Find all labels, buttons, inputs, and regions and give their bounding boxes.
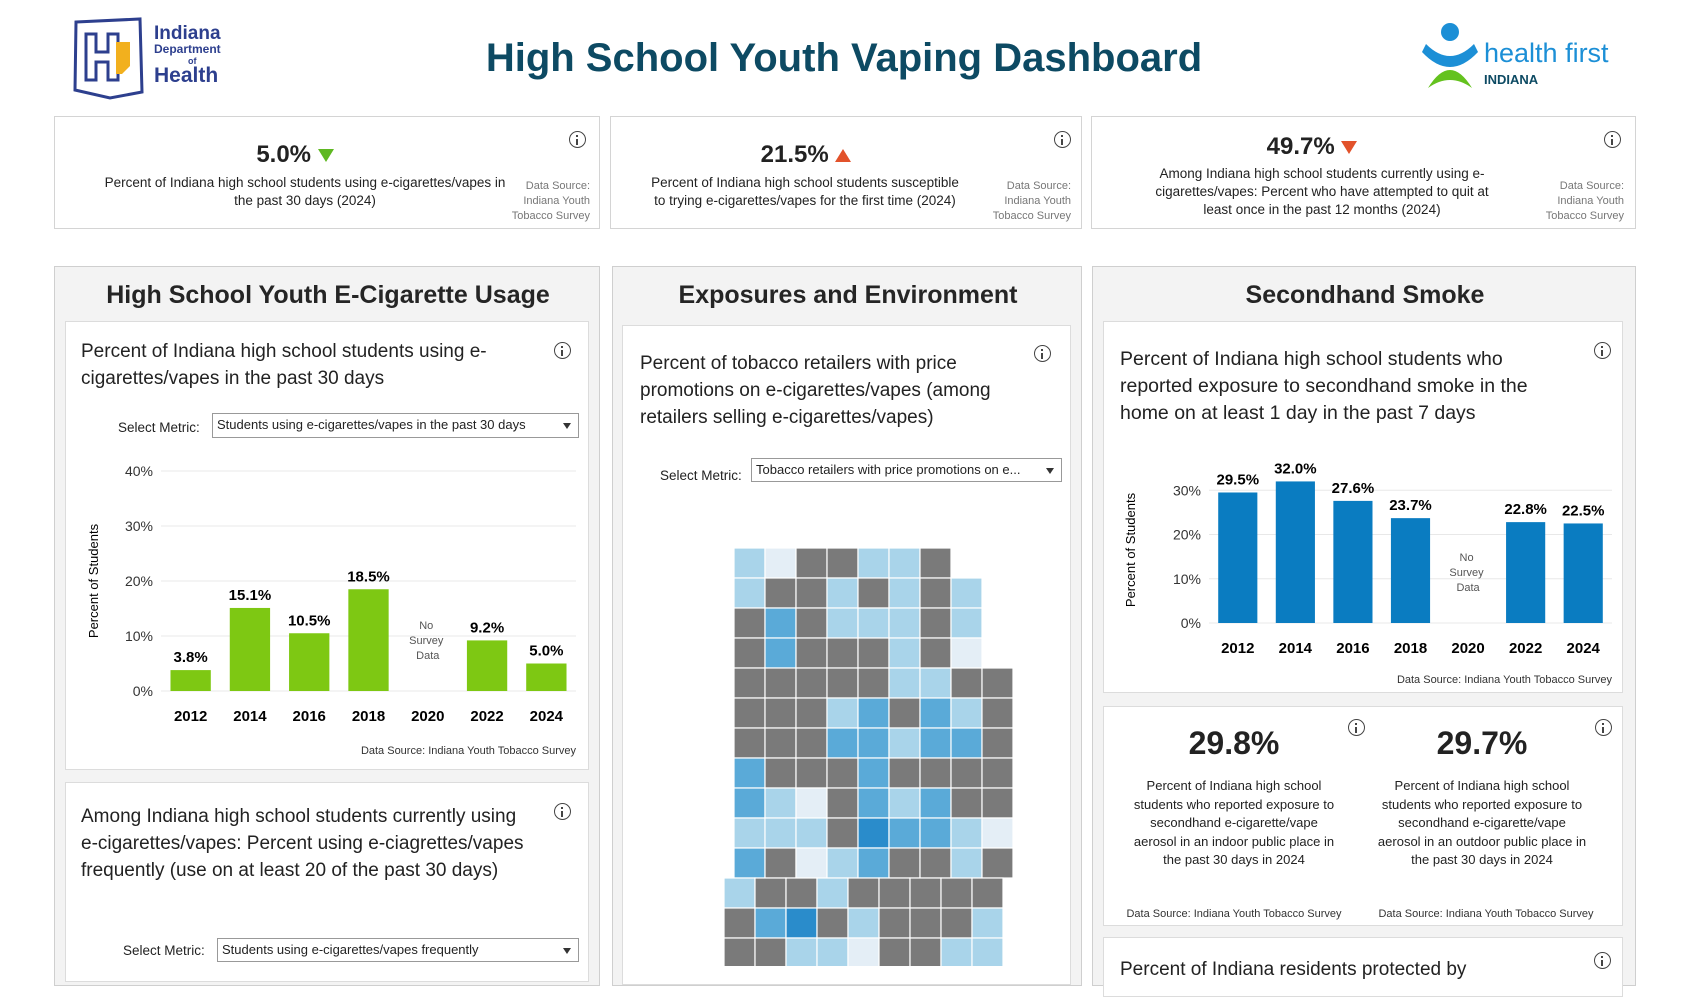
data-source: Data Source: Indiana Youth Tobacco Surve… bbox=[1545, 180, 1624, 222]
kpi-value: 21.5% bbox=[611, 141, 1001, 169]
page: Indiana Department of Health High School… bbox=[54, 17, 1636, 997]
kpi-text: Percent of Indiana high school students … bbox=[651, 175, 959, 208]
stat-value: 29.7% bbox=[1436, 725, 1528, 761]
card-title: Percent of Indiana high school students … bbox=[81, 341, 487, 389]
kpi-number: 49.7% bbox=[1266, 133, 1335, 160]
info-icon[interactable] bbox=[554, 803, 571, 820]
kpi-value: 49.7% bbox=[1092, 133, 1532, 161]
card-title: Percent of Indiana high school students … bbox=[1120, 348, 1528, 424]
kpi-text: Among Indiana high school students curre… bbox=[1155, 166, 1489, 217]
kpi-number: 5.0% bbox=[256, 141, 312, 168]
stat-text: Percent of Indiana high school students … bbox=[1133, 778, 1335, 867]
data-source: Data Source: Indiana Youth Tobacco Surve… bbox=[992, 180, 1071, 222]
trend-arrow bbox=[1341, 141, 1358, 155]
section-title: Exposures and Environment bbox=[678, 281, 1018, 309]
card-title: Percent of Indiana residents protected b… bbox=[1120, 959, 1467, 980]
info-icon[interactable] bbox=[1054, 131, 1071, 148]
data-source: Data Source: Indiana Youth Tobacco Surve… bbox=[1378, 908, 1594, 920]
kpi-number: 21.5% bbox=[760, 141, 829, 168]
info-icon[interactable] bbox=[554, 342, 571, 359]
map-card: Percent of tobacco retailers with price … bbox=[622, 325, 1071, 985]
chart-card: Percent of Indiana residents protected b… bbox=[1103, 937, 1623, 997]
chart-card: Among Indiana high school students curre… bbox=[65, 782, 589, 982]
card-title: Among Indiana high school students curre… bbox=[81, 806, 524, 881]
dashboard: Indiana Department of Health High School… bbox=[54, 17, 1636, 997]
stat-text: Percent of Indiana high school students … bbox=[1377, 778, 1587, 867]
logo-text: Department bbox=[154, 42, 221, 56]
chart-card: Percent of Indiana high school students … bbox=[1103, 321, 1623, 693]
metric-select[interactable]: Students using e-cigarettes/vapes in the… bbox=[212, 413, 579, 438]
select-label: Select Metric: bbox=[123, 943, 205, 958]
data-source: Data Source: Indiana Youth Tobacco Surve… bbox=[511, 180, 590, 222]
idoh-logo: Indiana Department of Health bbox=[73, 17, 221, 100]
info-icon[interactable] bbox=[569, 131, 586, 148]
trend-arrow bbox=[317, 149, 334, 163]
info-icon[interactable] bbox=[1594, 952, 1611, 969]
kpi-text: Percent of Indiana high school students … bbox=[104, 175, 506, 208]
info-icon[interactable] bbox=[1034, 345, 1051, 362]
kpi-card: 21.5% Percent of Indiana high school stu… bbox=[610, 116, 1082, 229]
trend-arrow bbox=[835, 149, 852, 163]
logo-text: Health bbox=[154, 64, 218, 87]
info-icon[interactable] bbox=[1594, 342, 1611, 359]
health-first-logo: health first INDIANA bbox=[1422, 23, 1609, 88]
kpi-card: 49.7% Among Indiana high school students… bbox=[1091, 116, 1636, 229]
info-icon[interactable] bbox=[1604, 131, 1621, 148]
page-title: High School Youth Vaping Dashboard bbox=[485, 36, 1203, 80]
metric-select[interactable]: Tobacco retailers with price promotions … bbox=[751, 458, 1062, 482]
logo-text: of bbox=[188, 56, 197, 66]
chart-card: Percent of Indiana high school students … bbox=[65, 321, 589, 770]
kpi-card: 5.0% Percent of Indiana high school stud… bbox=[54, 116, 600, 229]
card-title: Percent of tobacco retailers with price … bbox=[640, 353, 991, 428]
kpi-value: 5.0% bbox=[65, 141, 525, 169]
select-label: Select Metric: bbox=[660, 468, 742, 483]
section-title: Secondhand Smoke bbox=[1245, 281, 1485, 309]
data-source: Data Source: Indiana Youth Tobacco Surve… bbox=[1126, 908, 1342, 920]
stat-value: 29.8% bbox=[1188, 725, 1280, 761]
section-title: High School Youth E-Cigarette Usage bbox=[106, 281, 550, 309]
select-label: Select Metric: bbox=[118, 420, 200, 435]
logo-text: health first bbox=[1484, 38, 1609, 68]
logo-text: Indiana bbox=[154, 23, 221, 44]
logo-text: INDIANA bbox=[1484, 72, 1539, 87]
stat-card: 29.8% Percent of Indiana high school stu… bbox=[1103, 706, 1623, 926]
metric-select[interactable]: Students using e-cigarettes/vapes freque… bbox=[217, 938, 579, 962]
info-icon[interactable] bbox=[1595, 719, 1612, 736]
info-icon[interactable] bbox=[1348, 719, 1365, 736]
